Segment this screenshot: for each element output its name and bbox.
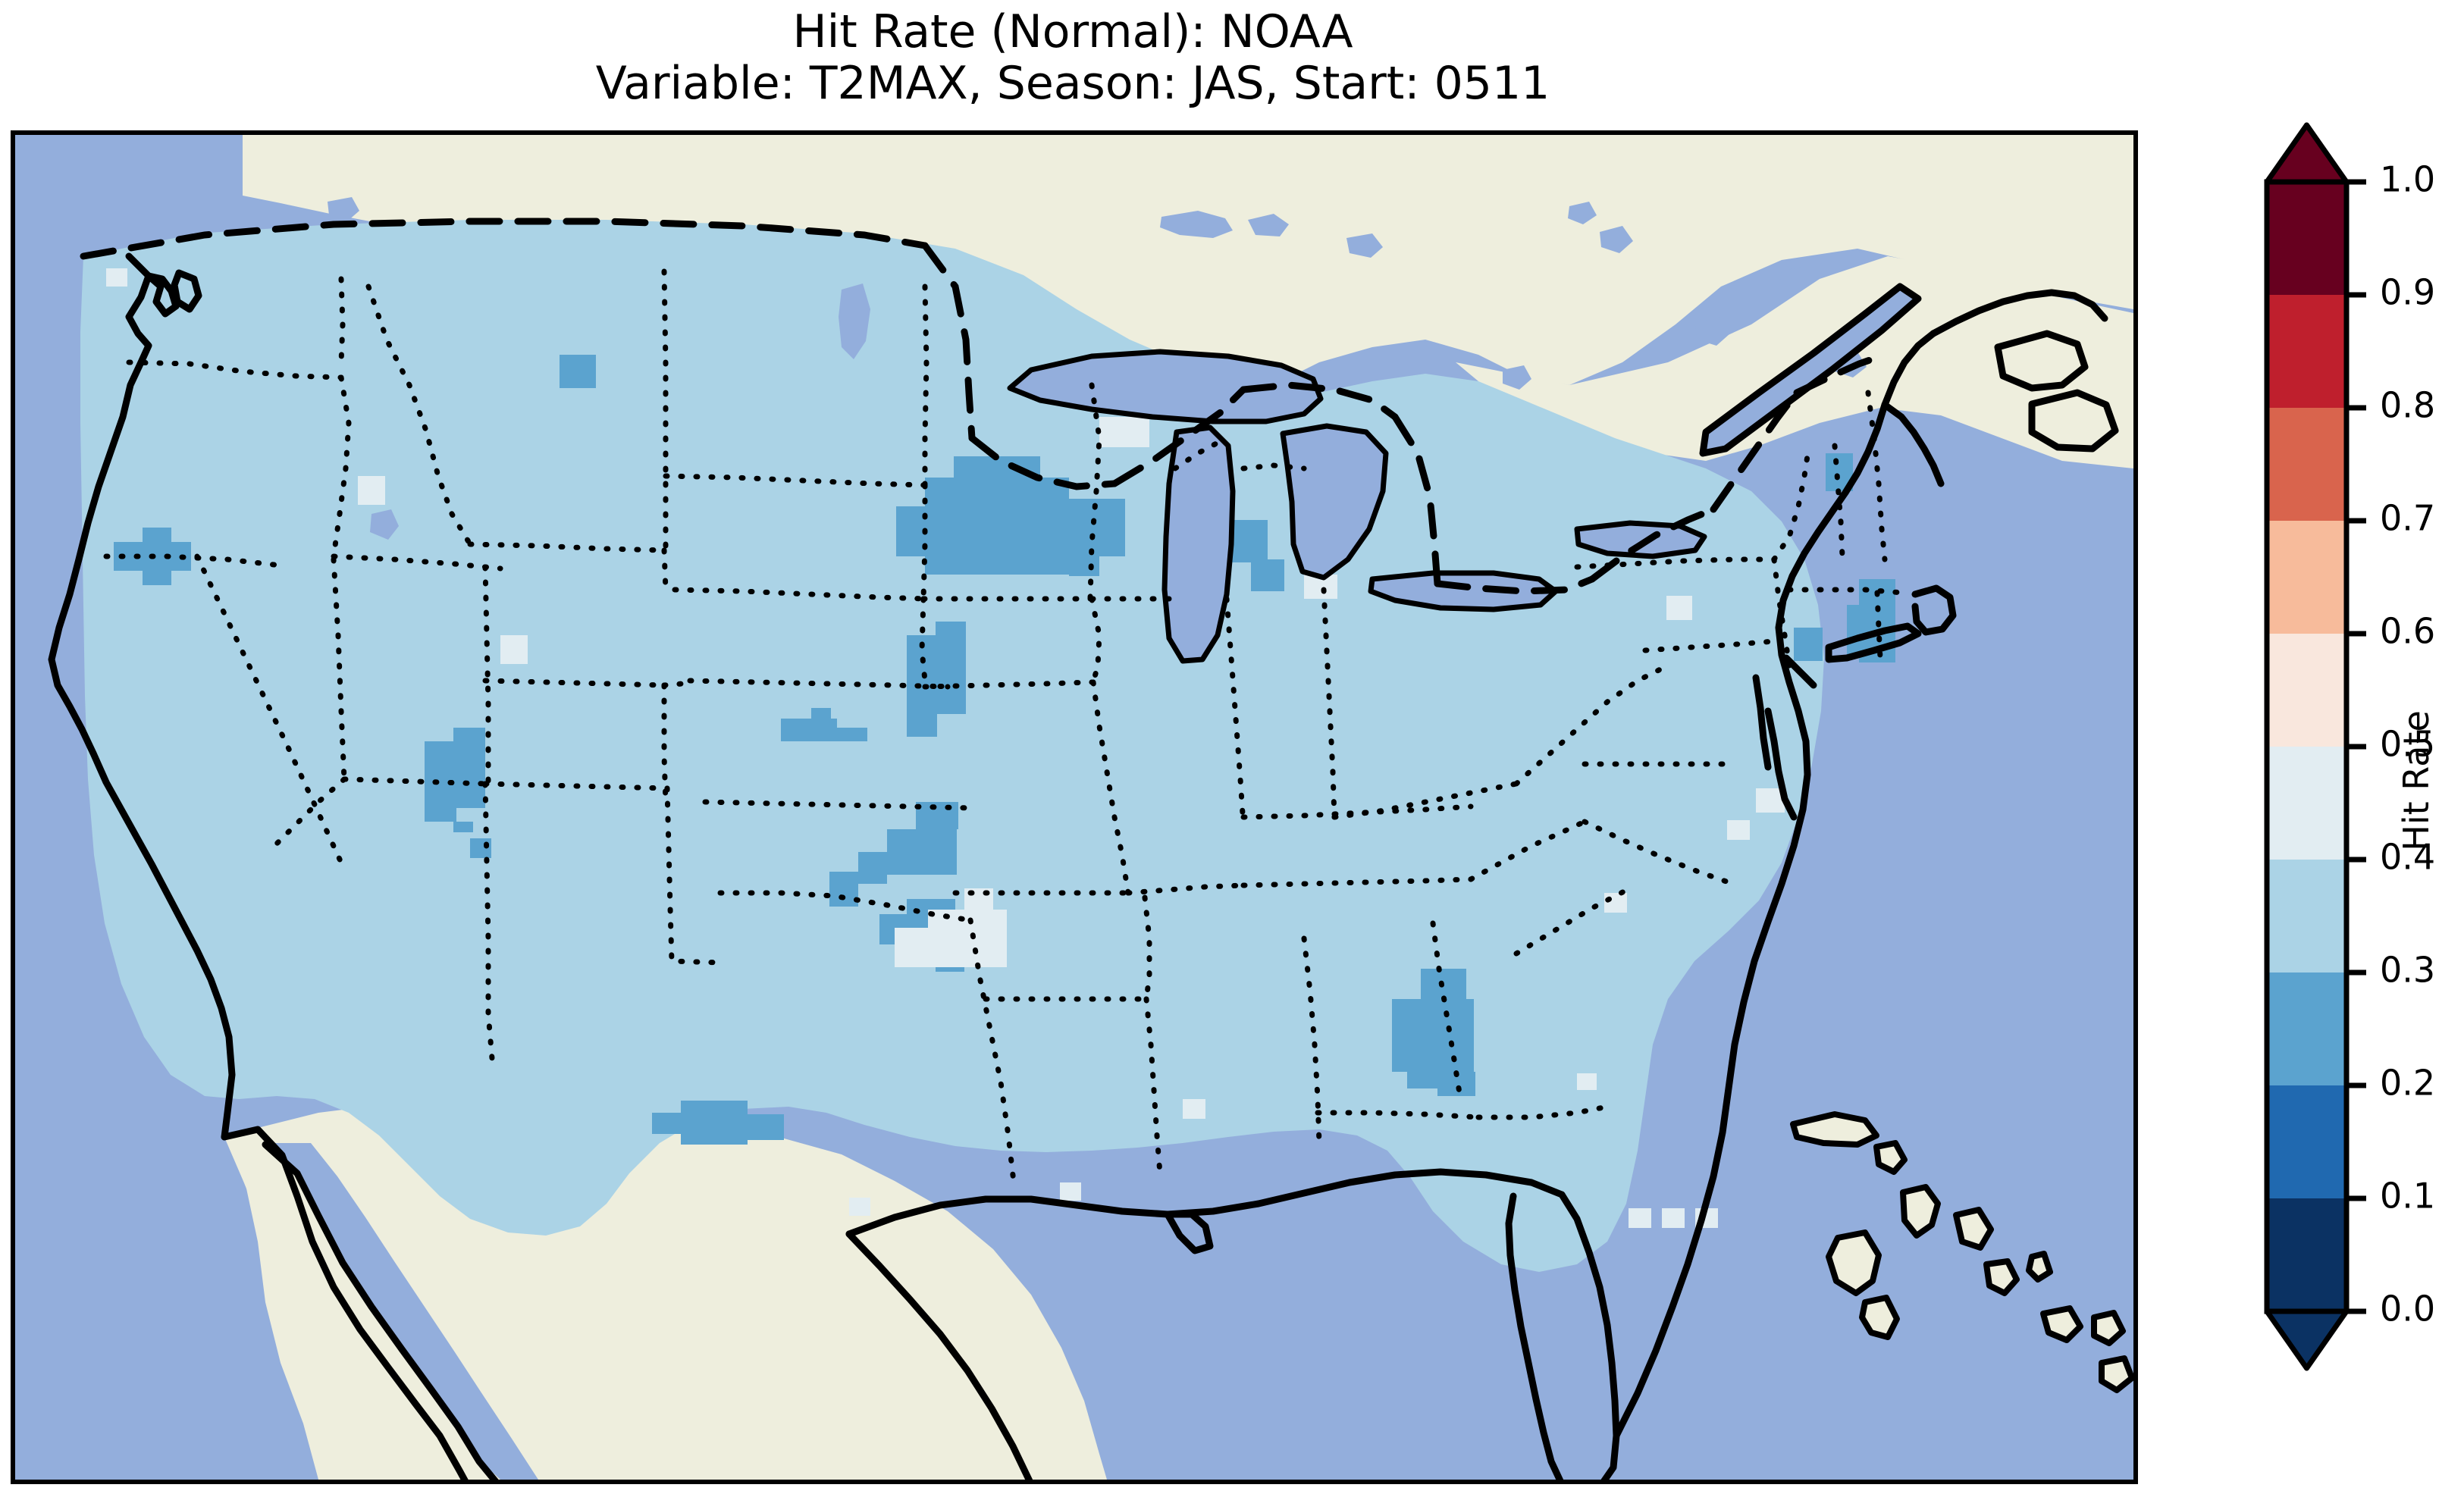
map-canvas xyxy=(15,135,2133,1480)
gulf-of-california xyxy=(265,1143,538,1480)
colorbar-tick-label: 0.1 xyxy=(2380,1176,2435,1217)
colorbar-under-arrow xyxy=(2264,1308,2350,1371)
colorbar-band xyxy=(2267,1085,2346,1198)
colorbar-band xyxy=(2267,634,2346,747)
colorbar-band xyxy=(2267,860,2346,973)
colorbar-tick-label: 0.3 xyxy=(2380,950,2435,991)
lake-erie xyxy=(1371,573,1556,609)
maritime-provinces xyxy=(1998,334,2115,449)
colorbar-tick-label: 0.6 xyxy=(2380,611,2435,652)
colorbar-canvas: 0.0 0.1 0.2 0.3 0.4 0.5 0.6 0.7 0.8 0.9 1.0 Hit Ra… xyxy=(2264,122,2437,1371)
coastlines xyxy=(48,252,2133,1480)
colorbar-band xyxy=(2267,1198,2346,1311)
lake-winnipeg xyxy=(839,283,870,359)
colorbar-tick-label: 0.5 xyxy=(2380,724,2435,765)
colorbar-tick-label: 0.8 xyxy=(2380,385,2435,426)
state-boundaries xyxy=(80,218,1906,1192)
colorbar-tick-label: 0.2 xyxy=(2380,1063,2435,1104)
colorbar-tick-label: 0.7 xyxy=(2380,498,2435,539)
canada-landmass xyxy=(243,135,2133,396)
lake-ontario xyxy=(1577,523,1704,556)
title-line-2: Variable: T2MAX, Season: JAS, Start: 051… xyxy=(595,57,1550,110)
colorbar-band xyxy=(2267,182,2346,295)
colorbar: 0.0 0.1 0.2 0.3 0.4 0.5 0.6 0.7 0.8 0.9 1.0 Hit Ra… xyxy=(2225,114,2453,1448)
lake-michigan xyxy=(1165,428,1233,661)
colorbar-ticks: 0.0 0.1 0.2 0.3 0.4 0.5 0.6 0.7 0.8 0.9 1.0 xyxy=(2346,159,2435,1330)
lake-superior xyxy=(1010,352,1321,421)
title-line-1: Hit Rate (Normal): NOAA xyxy=(792,5,1353,58)
colorbar-band xyxy=(2267,521,2346,634)
cells-band-025 xyxy=(114,355,1895,1145)
colorbar-tick-label: 1.0 xyxy=(2380,159,2435,200)
colorbar-axis-label: Hit Rate xyxy=(2396,710,2437,851)
canada-east-landmass xyxy=(1456,256,2133,468)
conus-base-band-035 xyxy=(80,220,1824,1272)
colorbar-band xyxy=(2267,408,2346,521)
hitrate-data-grid xyxy=(80,220,1895,1272)
colorbar-tick-label: 0.0 xyxy=(2380,1289,2435,1330)
colorbar-band xyxy=(2267,973,2346,1085)
colorbar-tick-label: 0.4 xyxy=(2380,837,2435,878)
colorbar-bands xyxy=(2264,122,2350,1371)
figure-title: Hit Rate (Normal): NOAA Variable: T2MAX,… xyxy=(0,6,2146,109)
map-panel xyxy=(11,130,2138,1484)
colorbar-band xyxy=(2267,295,2346,408)
colorbar-over-arrow xyxy=(2264,122,2350,185)
colorbar-band xyxy=(2267,747,2346,860)
colorbar-tick-label: 0.9 xyxy=(2380,272,2435,313)
